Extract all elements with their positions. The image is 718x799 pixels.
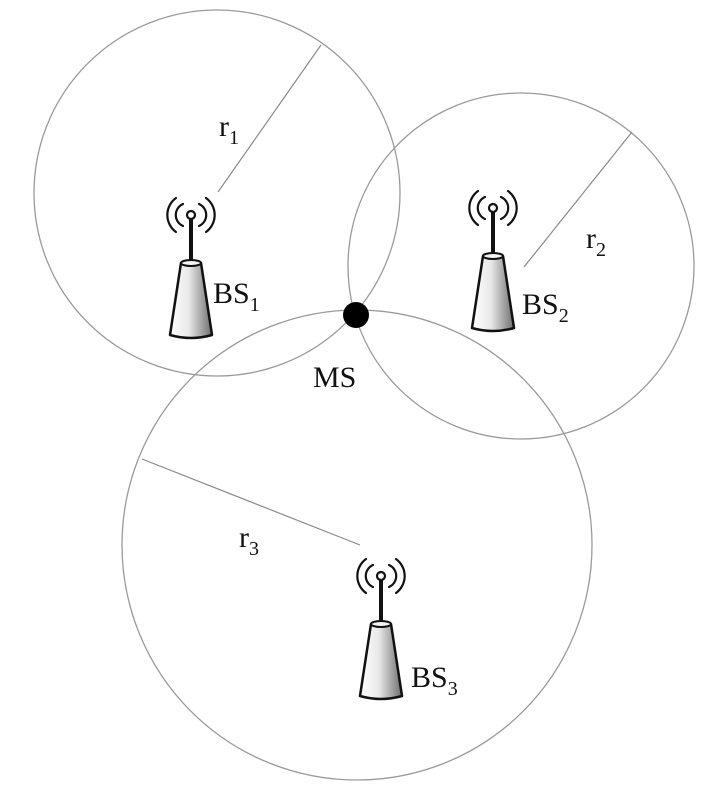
station-label-bs3: BS3 (411, 661, 458, 700)
radius-line-r2 (523, 131, 633, 268)
coverage-circle-bs1 (33, 9, 401, 377)
mobile-station-label: MS (313, 361, 356, 394)
antenna-tower-icon (467, 189, 519, 333)
radius-label-r1: r1 (219, 110, 239, 149)
radius-label-r2: r2 (586, 222, 606, 261)
radius-line-r3 (141, 458, 361, 546)
station-label-bs1: BS1 (213, 277, 260, 316)
antenna-tower-icon (355, 557, 407, 701)
coverage-circle-bs3 (121, 309, 593, 781)
station-label-bs2: BS2 (522, 288, 569, 327)
mobile-station-dot (343, 302, 369, 328)
antenna-tower-icon (165, 196, 217, 340)
radius-line-r1 (217, 44, 322, 193)
coverage-circle-bs2 (347, 92, 695, 440)
radius-label-r3: r3 (239, 521, 259, 560)
